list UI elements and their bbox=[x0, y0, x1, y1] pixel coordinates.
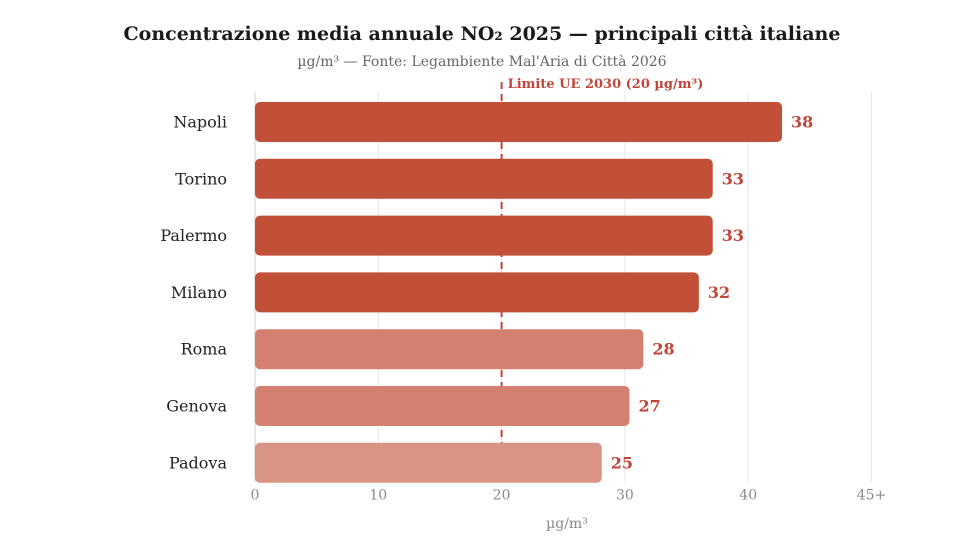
value-label: 33 bbox=[722, 226, 744, 245]
bar-roma bbox=[255, 329, 644, 370]
bar-palermo bbox=[255, 215, 713, 256]
x-axis-ticks: 0 10 20 30 40 45+ bbox=[251, 488, 887, 504]
bar-napoli bbox=[255, 102, 783, 142]
value-label: 32 bbox=[708, 283, 730, 302]
category-label: Roma bbox=[181, 340, 228, 359]
value-label: 27 bbox=[638, 397, 660, 416]
x-tick-label: 0 bbox=[251, 488, 260, 504]
chart-title: Concentrazione media annuale NO₂ 2025 — … bbox=[124, 23, 841, 45]
bar-padova bbox=[255, 442, 602, 483]
x-tick-label: 20 bbox=[493, 488, 511, 504]
category-label: Milano bbox=[171, 283, 227, 302]
chart-subtitle: µg/m³ — Fonte: Legambiente Mal'Aria di C… bbox=[297, 53, 666, 70]
category-label: Torino bbox=[175, 169, 227, 188]
x-tick-label: 40 bbox=[739, 488, 757, 504]
reference-line-label: Limite UE 2030 (20 µg/m³) bbox=[508, 77, 704, 92]
category-label: Napoli bbox=[173, 113, 227, 132]
category-label: Padova bbox=[169, 453, 228, 472]
category-label: Genova bbox=[166, 397, 227, 416]
value-label: 25 bbox=[611, 453, 633, 472]
x-axis-label: µg/m³ bbox=[546, 516, 588, 532]
value-label: 38 bbox=[791, 113, 813, 132]
bar-milano bbox=[255, 272, 699, 313]
x-tick-label: 45+ bbox=[857, 488, 887, 504]
value-label: 33 bbox=[722, 169, 744, 188]
bar-torino bbox=[255, 158, 713, 199]
bars: Napoli 38 Torino 33 Palermo 33 Milano 32 Roma 28 G… bbox=[160, 102, 813, 483]
x-tick-label: 30 bbox=[616, 488, 634, 504]
reference-line-group: Limite UE 2030 (20 µg/m³) bbox=[500, 77, 704, 482]
bar-genova bbox=[255, 386, 630, 426]
value-label: 28 bbox=[652, 340, 674, 359]
x-tick-label: 10 bbox=[369, 488, 387, 504]
category-label: Palermo bbox=[160, 226, 227, 245]
